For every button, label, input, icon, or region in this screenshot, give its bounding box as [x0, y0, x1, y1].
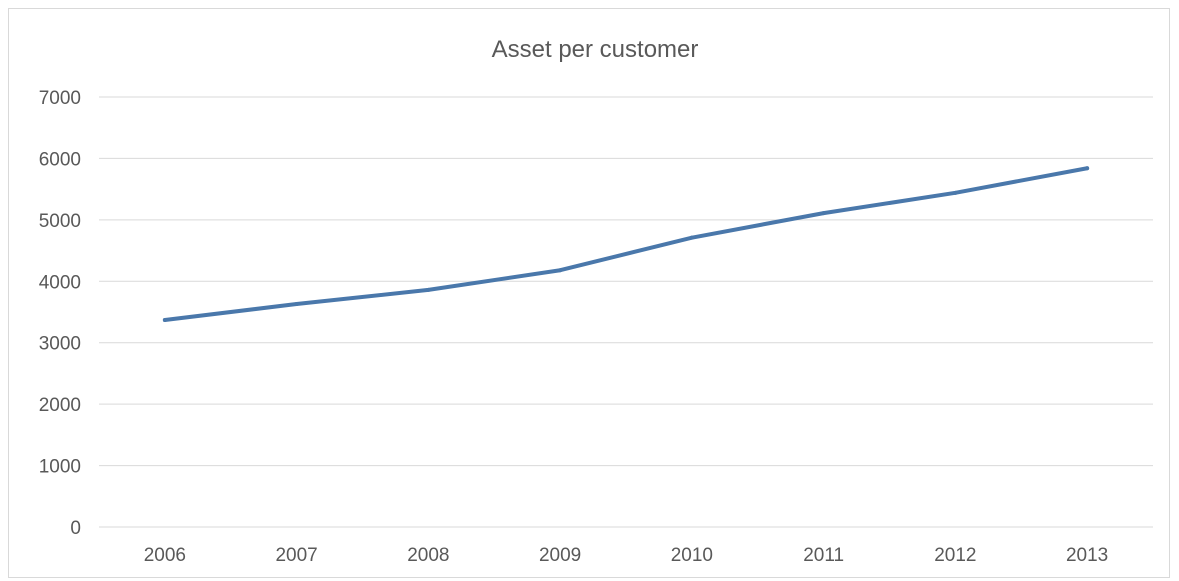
x-tick-label: 2009 [539, 545, 581, 566]
y-tick-label: 5000 [39, 211, 81, 232]
gridlines [99, 96, 1153, 528]
x-tick-label: 2010 [671, 545, 713, 566]
x-tick-label: 2008 [407, 545, 449, 566]
y-tick-label: 2000 [39, 395, 81, 416]
data-point-2013 [1085, 166, 1090, 171]
chart-frame: Asset per customer 0 1000 2000 3000 4000 5000… [8, 8, 1170, 578]
series-layer [162, 166, 1090, 322]
x-axis-tick-labels: 2006 2007 2008 2009 2010 2011 2012 2013 [144, 545, 1109, 566]
data-point-2009 [558, 268, 563, 273]
data-point-2010 [689, 235, 694, 240]
x-tick-label: 2012 [934, 545, 976, 566]
x-tick-label: 2007 [275, 545, 317, 566]
y-tick-label: 1000 [39, 457, 81, 478]
x-tick-label: 2011 [803, 545, 844, 566]
data-point-2011 [821, 211, 826, 216]
y-tick-label: 0 [70, 518, 81, 539]
data-point-2006 [162, 317, 167, 322]
chart-title: Asset per customer [492, 36, 699, 63]
x-tick-label: 2006 [144, 545, 186, 566]
y-axis-tick-labels: 0 1000 2000 3000 4000 5000 6000 7000 [39, 88, 81, 539]
series-line [162, 166, 1090, 322]
line-chart: Asset per customer 0 1000 2000 3000 4000 5000… [39, 36, 1153, 566]
y-tick-label: 7000 [39, 88, 81, 109]
data-point-2008 [426, 287, 431, 292]
data-point-2012 [953, 190, 958, 195]
x-tick-label: 2013 [1066, 545, 1108, 566]
y-tick-label: 3000 [39, 334, 81, 355]
y-tick-label: 6000 [39, 149, 81, 170]
y-tick-label: 4000 [39, 272, 81, 293]
data-point-2007 [294, 302, 299, 307]
